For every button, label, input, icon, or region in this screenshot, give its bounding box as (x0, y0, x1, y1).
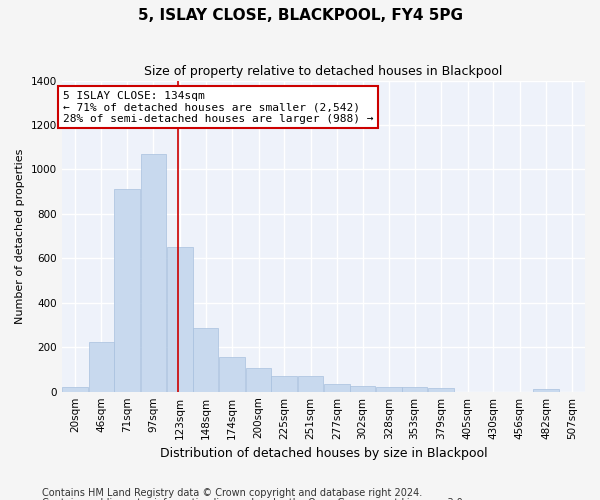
Bar (324, 384, 350, 392)
Text: 5, ISLAY CLOSE, BLACKPOOL, FY4 5PG: 5, ISLAY CLOSE, BLACKPOOL, FY4 5PG (137, 8, 463, 22)
Text: 5 ISLAY CLOSE: 134sqm
← 71% of detached houses are smaller (2,542)
28% of semi-d: 5 ISLAY CLOSE: 134sqm ← 71% of detached … (62, 90, 373, 124)
Bar (533, 390, 559, 392)
Bar (167, 247, 193, 392)
Bar (402, 387, 427, 392)
Title: Size of property relative to detached houses in Blackpool: Size of property relative to detached ho… (144, 65, 503, 78)
Y-axis label: Number of detached properties: Number of detached properties (15, 148, 25, 324)
Bar (62, 387, 88, 392)
Bar (271, 376, 297, 392)
Text: Contains public sector information licensed under the Open Government Licence v3: Contains public sector information licen… (42, 498, 466, 500)
Bar (376, 387, 402, 392)
Bar (89, 342, 115, 392)
X-axis label: Distribution of detached houses by size in Blackpool: Distribution of detached houses by size … (160, 447, 487, 460)
Text: Contains HM Land Registry data © Crown copyright and database right 2024.: Contains HM Land Registry data © Crown c… (42, 488, 422, 498)
Bar (350, 386, 376, 392)
Bar (114, 190, 140, 392)
Bar (193, 328, 218, 392)
Bar (246, 368, 271, 392)
Bar (140, 154, 166, 392)
Bar (298, 376, 323, 392)
Bar (219, 357, 245, 392)
Bar (428, 388, 454, 392)
